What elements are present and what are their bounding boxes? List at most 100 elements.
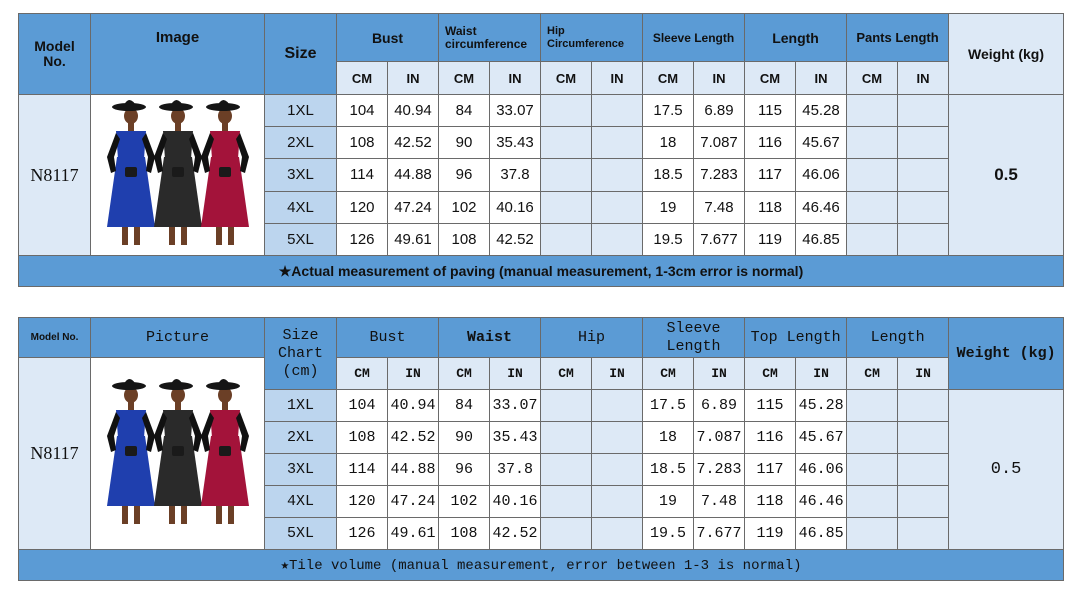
model-figure	[200, 100, 249, 245]
waist-in: 37.8	[489, 453, 542, 486]
waist-header: Waist circumference	[438, 13, 541, 62]
unit-cell: CM	[540, 357, 593, 390]
unit-cell: IN	[795, 357, 848, 390]
leg	[227, 223, 234, 245]
table-row: 3XL 114 44.88 96 37.8 18.5 7.283 117 46.…	[19, 158, 1064, 192]
length-cm: 119	[744, 517, 797, 550]
size-cell: 3XL	[264, 158, 337, 192]
handbag	[124, 445, 137, 456]
sleeve-cm: 18.5	[642, 158, 694, 192]
pants-in	[897, 158, 950, 192]
unit-cell: CM	[438, 357, 491, 390]
dress-skirt	[106, 435, 155, 506]
glove	[235, 411, 249, 452]
model-figure	[106, 100, 155, 245]
hip-in	[591, 389, 644, 422]
neck	[174, 399, 181, 410]
handbag	[218, 167, 231, 177]
length-in: 46.46	[795, 485, 848, 518]
bust-cm: 126	[336, 222, 388, 257]
unit-cell: CM	[846, 61, 899, 95]
bust-cm: 108	[336, 126, 388, 160]
bust-in: 47.24	[386, 485, 440, 518]
unit-cell: CM	[336, 61, 388, 95]
glove	[141, 133, 155, 173]
pants-cm	[846, 485, 899, 518]
dress-skirt	[153, 157, 202, 227]
length-cm: 117	[744, 158, 797, 192]
hip-in	[591, 190, 643, 224]
hip-cm	[540, 93, 592, 128]
hip-header: Hip Circumference	[540, 13, 643, 62]
length-in: 46.46	[795, 190, 848, 224]
length-in: 46.85	[795, 517, 848, 550]
sleeve-in: 6.89	[692, 93, 746, 128]
pants-cm	[846, 389, 899, 422]
size-cell: 3XL	[264, 453, 337, 486]
size-cell: 1XL	[264, 93, 337, 128]
glove	[106, 133, 120, 173]
hip-in	[591, 453, 644, 486]
hip-cm	[540, 453, 593, 486]
length-cm: 115	[744, 93, 797, 128]
bust-cm: 120	[336, 190, 388, 224]
hip-cm	[540, 190, 592, 224]
table-row: 2XL 108 42.52 90 35.43 18 7.087 116 45.6…	[19, 421, 1064, 454]
hat-crown	[169, 378, 184, 386]
glove	[200, 133, 214, 173]
hat-crown	[216, 378, 231, 386]
unit-cell: IN	[591, 61, 643, 95]
pants-in	[897, 485, 950, 518]
bust-in: 49.61	[387, 222, 439, 257]
bust-in: 40.94	[386, 389, 440, 422]
leg	[215, 501, 222, 524]
length-cm: 118	[744, 190, 797, 224]
length-header: Length	[744, 13, 848, 62]
waist-in: 35.43	[489, 421, 542, 454]
top-length-header: Top Length	[744, 317, 848, 358]
leg	[121, 501, 128, 524]
handbag	[171, 445, 184, 456]
unit-row: N8117 CM IN CM IN CM IN CM IN CM IN CM I…	[18, 357, 1064, 550]
pants-in	[897, 453, 950, 486]
sleeve-in: 6.89	[693, 389, 746, 422]
waist-in: 35.43	[489, 126, 541, 160]
waist-cm: 108	[438, 222, 490, 257]
dress-skirt	[153, 435, 202, 506]
neck	[221, 121, 228, 131]
hat-crown	[122, 100, 137, 107]
picture-header: Picture	[90, 317, 265, 358]
waist-in: 40.16	[489, 190, 541, 224]
leg	[168, 223, 175, 245]
sleeve-in: 7.283	[693, 453, 746, 486]
unit-cell: CM	[846, 357, 899, 390]
weight-header: Weight (kg)	[948, 13, 1065, 95]
bust-cm: 126	[336, 517, 388, 550]
length-cm: 116	[744, 421, 797, 454]
waist-cm: 96	[438, 158, 490, 192]
length-in: 46.85	[795, 222, 848, 257]
size-cell: 1XL	[264, 389, 337, 422]
bust-in: 40.94	[387, 93, 439, 128]
waist-cm: 102	[438, 190, 490, 224]
waist-cm: 90	[438, 126, 490, 160]
measurement-note: ★Tile volume (manual measurement, error …	[17, 549, 1065, 581]
unit-cell: IN	[386, 357, 440, 390]
glove	[235, 133, 249, 173]
dress-skirt	[200, 435, 249, 506]
size-cell: 5XL	[264, 517, 337, 550]
waist-in: 33.07	[489, 389, 542, 422]
sleeve-length-header: Sleeve Length	[641, 13, 746, 62]
table-row: 5XL 126 49.61 108 42.52 19.5 7.677 119 4…	[19, 517, 1064, 550]
measurement-note: ★Actual measurement of paving (manual me…	[17, 255, 1065, 287]
unit-cell: IN	[387, 61, 439, 95]
unit-cell: CM	[744, 61, 797, 95]
sleeve-cm: 17.5	[642, 389, 695, 422]
bust-header: Bust	[335, 317, 440, 358]
bust-cm: 114	[336, 453, 388, 486]
head	[123, 386, 138, 403]
product-photo	[90, 94, 265, 256]
hip-cm	[540, 389, 593, 422]
dress-bodice	[209, 409, 240, 438]
bust-in: 47.24	[387, 190, 439, 224]
